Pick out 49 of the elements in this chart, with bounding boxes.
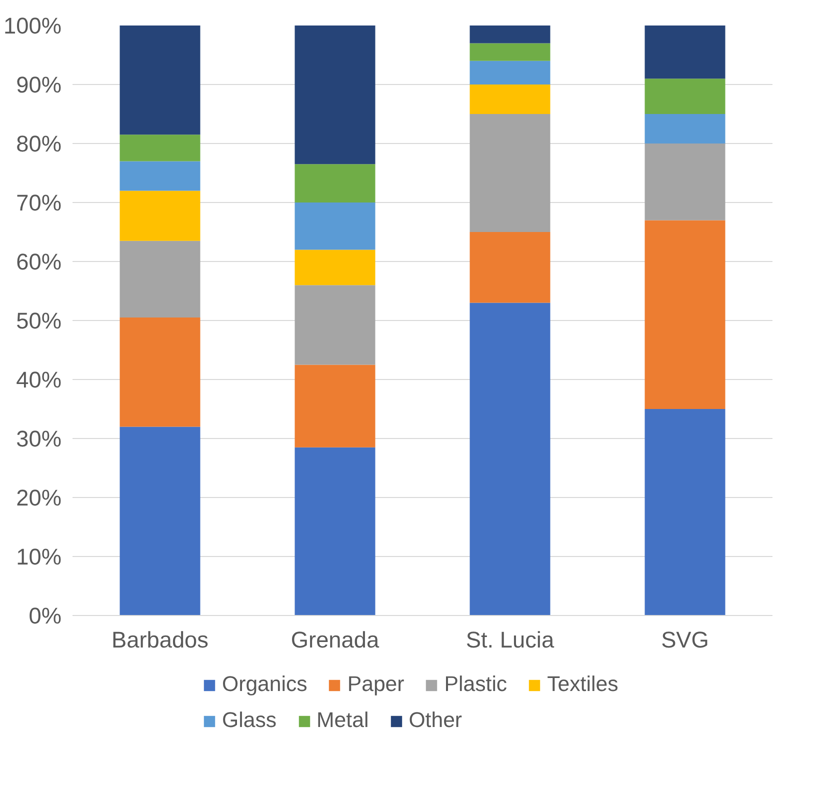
legend-label: Other xyxy=(408,708,462,733)
bar xyxy=(294,364,376,448)
bar xyxy=(120,134,200,162)
x-tick-label: St. Lucia xyxy=(466,626,554,652)
bar xyxy=(644,409,726,616)
bar xyxy=(470,84,550,114)
y-tick-label: 0% xyxy=(28,602,62,628)
y-tick-label: 100% xyxy=(4,12,62,38)
bar xyxy=(294,202,376,250)
y-tick-label: 70% xyxy=(16,190,62,216)
x-tick-label: SVG xyxy=(661,626,709,652)
bar xyxy=(120,318,200,427)
legend-label: Metal xyxy=(316,708,369,733)
bar xyxy=(294,164,376,202)
bar xyxy=(120,26,200,135)
y-tick-label: 50% xyxy=(16,308,62,334)
bar xyxy=(120,426,200,616)
legend-label: Paper xyxy=(347,672,404,697)
x-tick-label: Grenada xyxy=(290,626,380,652)
y-tick-label: 60% xyxy=(16,248,62,274)
bar xyxy=(120,240,200,318)
bar xyxy=(470,26,550,44)
bar xyxy=(294,285,376,365)
bar xyxy=(470,232,550,303)
bar xyxy=(644,26,726,79)
y-tick-label: 30% xyxy=(16,426,62,452)
bar xyxy=(120,190,200,241)
legend-label: Glass xyxy=(222,708,277,733)
bar xyxy=(644,220,726,409)
x-tick-label: Barbados xyxy=(112,626,209,652)
bar xyxy=(294,26,376,164)
bar xyxy=(470,43,550,61)
legend-label: Plastic xyxy=(444,672,508,697)
legend-label: Organics xyxy=(222,672,308,697)
bar xyxy=(294,250,376,286)
bar xyxy=(470,60,550,84)
y-tick-label: 40% xyxy=(16,366,62,392)
bar xyxy=(470,302,550,616)
bar xyxy=(644,144,726,220)
y-tick-label: 90% xyxy=(16,72,62,98)
y-tick-label: 20% xyxy=(16,484,62,510)
bar xyxy=(294,447,376,616)
bar xyxy=(644,78,726,114)
bar xyxy=(644,114,726,144)
y-tick-label: 10% xyxy=(16,544,62,570)
legend-label: Textiles xyxy=(547,672,618,697)
y-tick-label: 80% xyxy=(16,130,62,156)
bar xyxy=(120,161,200,191)
bar xyxy=(470,114,550,232)
